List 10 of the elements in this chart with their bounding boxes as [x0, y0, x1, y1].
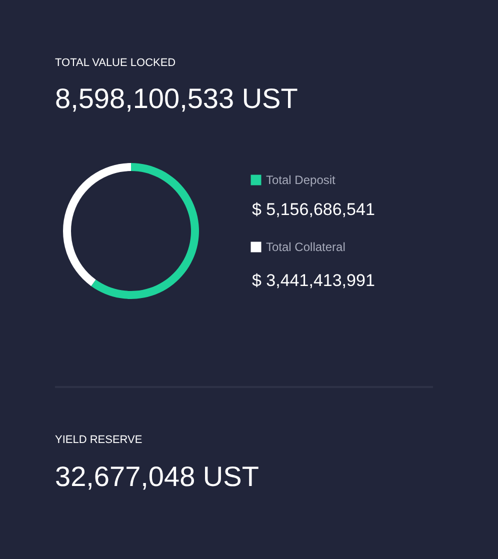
legend-label: Total Deposit: [266, 173, 336, 187]
data-label: $ 5,156,686,541: [252, 200, 375, 219]
chart-subtitle: 8,598,100,533 UST: [55, 83, 298, 114]
text: 32,677,048 UST: [55, 461, 259, 492]
legend-label: Total Collateral: [266, 240, 346, 254]
data-label: $ 3,441,413,991: [252, 271, 375, 290]
donut-slice: [63, 163, 131, 286]
text: YIELD RESERVE: [55, 434, 142, 446]
donut-slice: [91, 163, 199, 299]
chart-title: TOTAL VALUE LOCKED: [55, 57, 176, 69]
